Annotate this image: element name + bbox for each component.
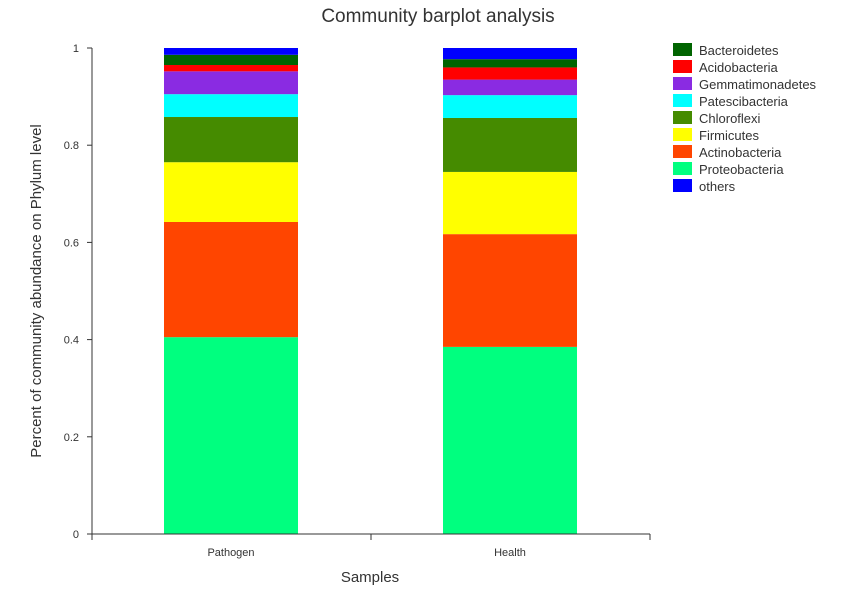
- bar-segment-pathogen-firmicutes: [164, 162, 298, 222]
- bar-segment-pathogen-patescibacteria: [164, 94, 298, 118]
- y-tick-label: 0.4: [64, 335, 79, 347]
- axes-layer: 0 0.2 0.4 0.6 0.8 1 Pathogen Health: [64, 43, 651, 559]
- plot-area: [164, 48, 577, 534]
- legend-label: Patescibacteria: [699, 94, 789, 109]
- chart-title: Community barplot analysis: [321, 6, 554, 27]
- bar-segment-pathogen-actinobacteria: [164, 221, 298, 338]
- y-axis-label: Percent of community abundance on Phylum…: [28, 124, 45, 458]
- bar-segment-pathogen-chloroflexi: [164, 117, 298, 163]
- legend-swatch: [673, 162, 692, 175]
- y-tick-label: 0: [73, 529, 79, 541]
- legend-label: Actinobacteria: [699, 145, 782, 160]
- bar-segment-health-actinobacteria: [443, 234, 577, 347]
- y-tick-label: 0.2: [64, 432, 79, 444]
- legend-swatch: [673, 128, 692, 141]
- bar-segment-health-chloroflexi: [443, 117, 577, 172]
- bar-segment-health-bacteroidetes: [443, 59, 577, 68]
- bar-segment-health-gemmatimonadetes: [443, 79, 577, 96]
- bar-segment-pathogen-acidobacteria: [164, 65, 298, 72]
- bar-segment-pathogen-bacteroidetes: [164, 54, 298, 66]
- legend-swatch: [673, 145, 692, 158]
- bar-segment-pathogen-gemmatimonadetes: [164, 71, 298, 95]
- bar-segment-health-acidobacteria: [443, 67, 577, 80]
- bar-segment-health-firmicutes: [443, 171, 577, 235]
- legend-label: others: [699, 179, 736, 194]
- legend-label: Chloroflexi: [699, 111, 761, 126]
- legend-swatch: [673, 77, 692, 90]
- legend-swatch: [673, 43, 692, 56]
- y-tick-label: 0.6: [64, 237, 79, 249]
- bar-segment-pathogen-proteobacteria: [164, 337, 298, 534]
- legend-swatch: [673, 179, 692, 192]
- bar-segment-health-others: [443, 48, 577, 60]
- legend-label: Proteobacteria: [699, 162, 784, 177]
- bar-segment-health-patescibacteria: [443, 95, 577, 118]
- x-axis-label: Samples: [341, 569, 399, 586]
- x-tick-label: Pathogen: [207, 547, 254, 559]
- x-tick-label: Health: [494, 547, 526, 559]
- legend-label: Gemmatimonadetes: [699, 77, 817, 92]
- y-tick-label: 0.8: [64, 140, 79, 152]
- legend-label: Acidobacteria: [699, 60, 779, 75]
- legend-label: Firmicutes: [699, 128, 759, 143]
- y-tick-label: 1: [73, 43, 79, 55]
- legend-swatch: [673, 60, 692, 73]
- legend-label: Bacteroidetes: [699, 43, 779, 58]
- bar-segment-pathogen-others: [164, 48, 298, 55]
- legend-swatch: [673, 111, 692, 124]
- legend: Bacteroidetes Acidobacteria Gemmatimonadet…: [673, 43, 817, 194]
- legend-swatch: [673, 94, 692, 107]
- bar-segment-health-proteobacteria: [443, 346, 577, 534]
